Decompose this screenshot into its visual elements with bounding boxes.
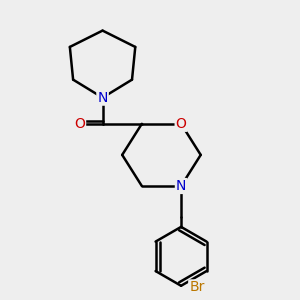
Text: N: N	[176, 179, 186, 193]
Text: O: O	[74, 117, 85, 131]
Text: Br: Br	[189, 280, 205, 294]
Text: O: O	[176, 117, 187, 131]
Text: N: N	[98, 91, 108, 105]
